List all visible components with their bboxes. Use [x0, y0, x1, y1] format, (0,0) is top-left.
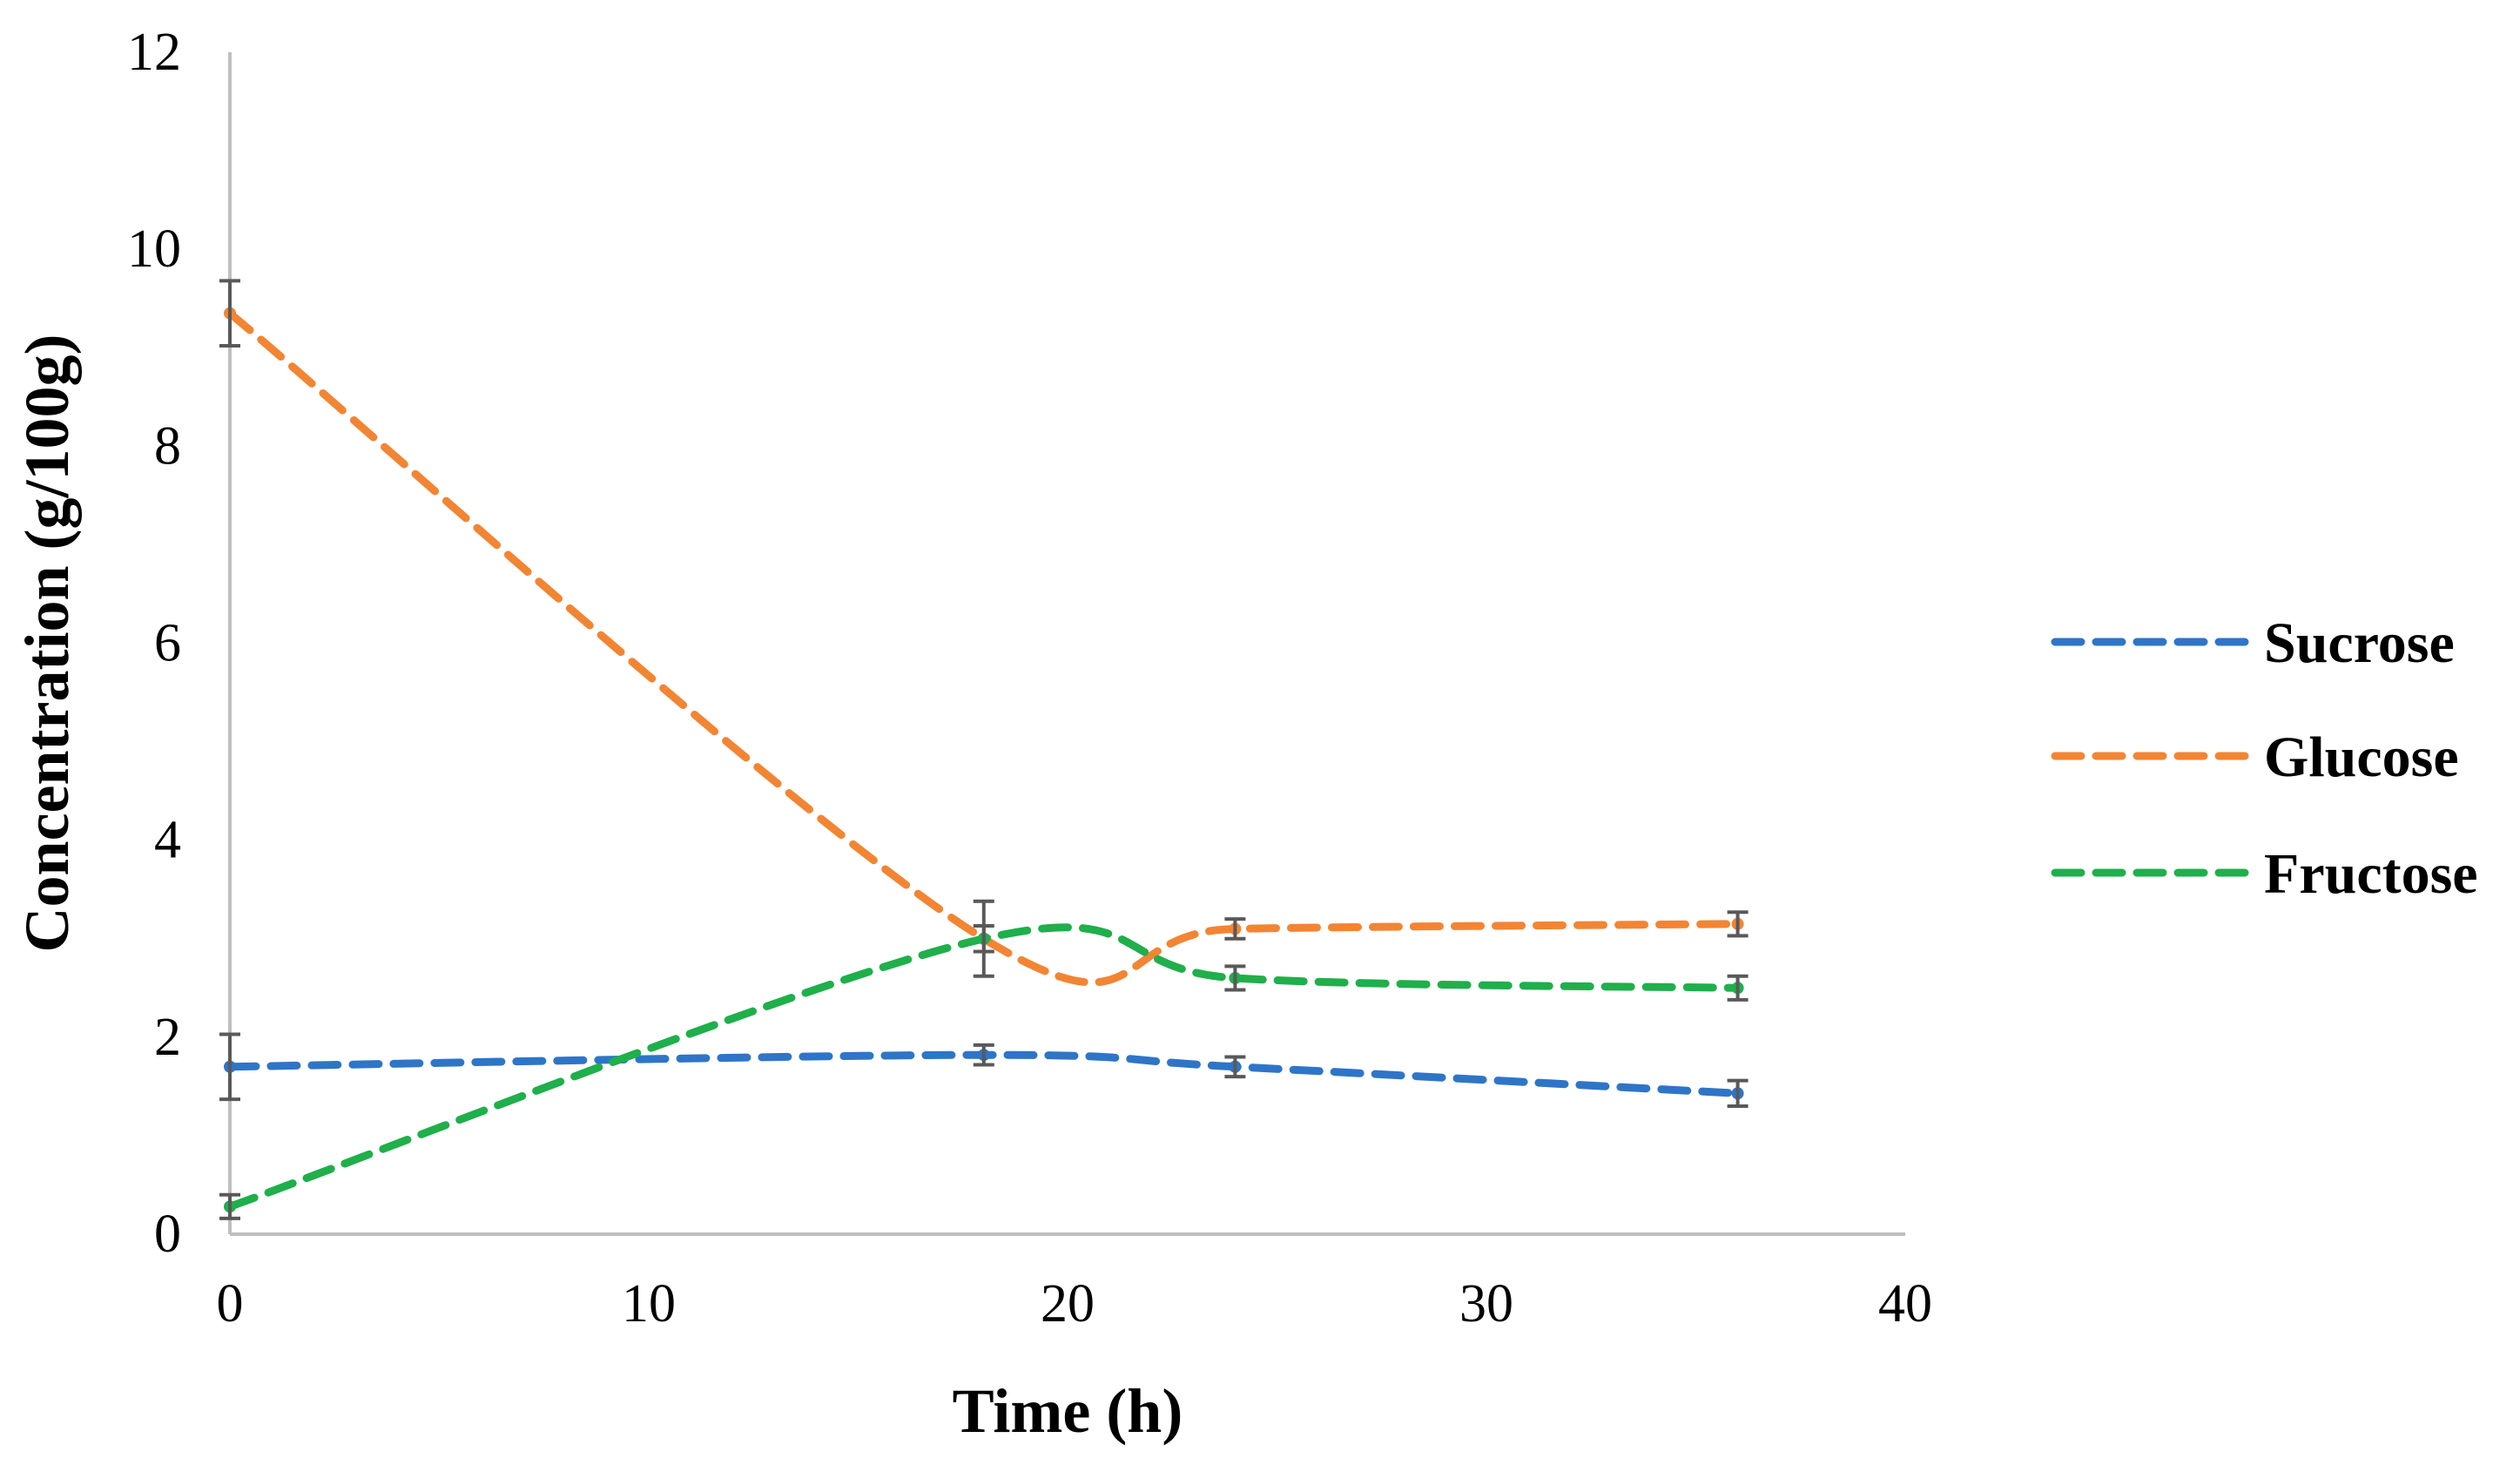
- error-bar-fructose: [1224, 964, 1246, 992]
- error-bars: [219, 279, 1749, 1220]
- y-tick-label: 2: [154, 1008, 181, 1067]
- error-bar-glucose: [219, 279, 240, 348]
- error-bar-fructose: [973, 899, 994, 978]
- series-line-glucose: [226, 309, 1742, 987]
- y-tick-label: 4: [154, 811, 181, 870]
- y-tick-label: 6: [154, 614, 181, 673]
- error-bar-sucrose: [1727, 1078, 1749, 1108]
- y-tick-label: 12: [127, 23, 181, 82]
- error-bar-glucose: [1727, 910, 1749, 938]
- y-tick-label: 10: [127, 219, 181, 279]
- x-tick-label: 0: [217, 1274, 244, 1333]
- x-tick-label: 20: [1041, 1274, 1095, 1333]
- error-bar-sucrose: [1224, 1055, 1246, 1079]
- y-tick-label: 8: [154, 416, 181, 476]
- legend-label-glucose: Glucose: [2264, 726, 2459, 789]
- tick-labels: 0 2 4 6 8 10 12 0 10 20 30 40: [127, 23, 1932, 1333]
- error-bar-glucose: [1224, 917, 1246, 941]
- legend-label-fructose: Fructose: [2264, 842, 2478, 906]
- legend-label-sucrose: Sucrose: [2264, 611, 2455, 675]
- error-bar-sucrose: [219, 1032, 240, 1102]
- error-bar-fructose: [1727, 974, 1749, 1002]
- error-bar-sucrose: [973, 1043, 994, 1067]
- series-line-fructose: [226, 923, 1742, 1211]
- x-tick-label: 10: [622, 1274, 676, 1333]
- x-tick-label: 40: [1878, 1274, 1932, 1333]
- series-lines: [224, 307, 1744, 1213]
- legend: Sucrose Glucose Fructose: [2051, 611, 2478, 906]
- series-line-sucrose: [226, 1050, 1742, 1097]
- x-axis-title: Time (h): [953, 1376, 1183, 1446]
- x-tick-label: 30: [1459, 1274, 1513, 1333]
- y-tick-label: 0: [154, 1205, 181, 1264]
- y-axis-title: Concentration (g/100g): [12, 334, 82, 953]
- error-bar-fructose: [219, 1192, 240, 1220]
